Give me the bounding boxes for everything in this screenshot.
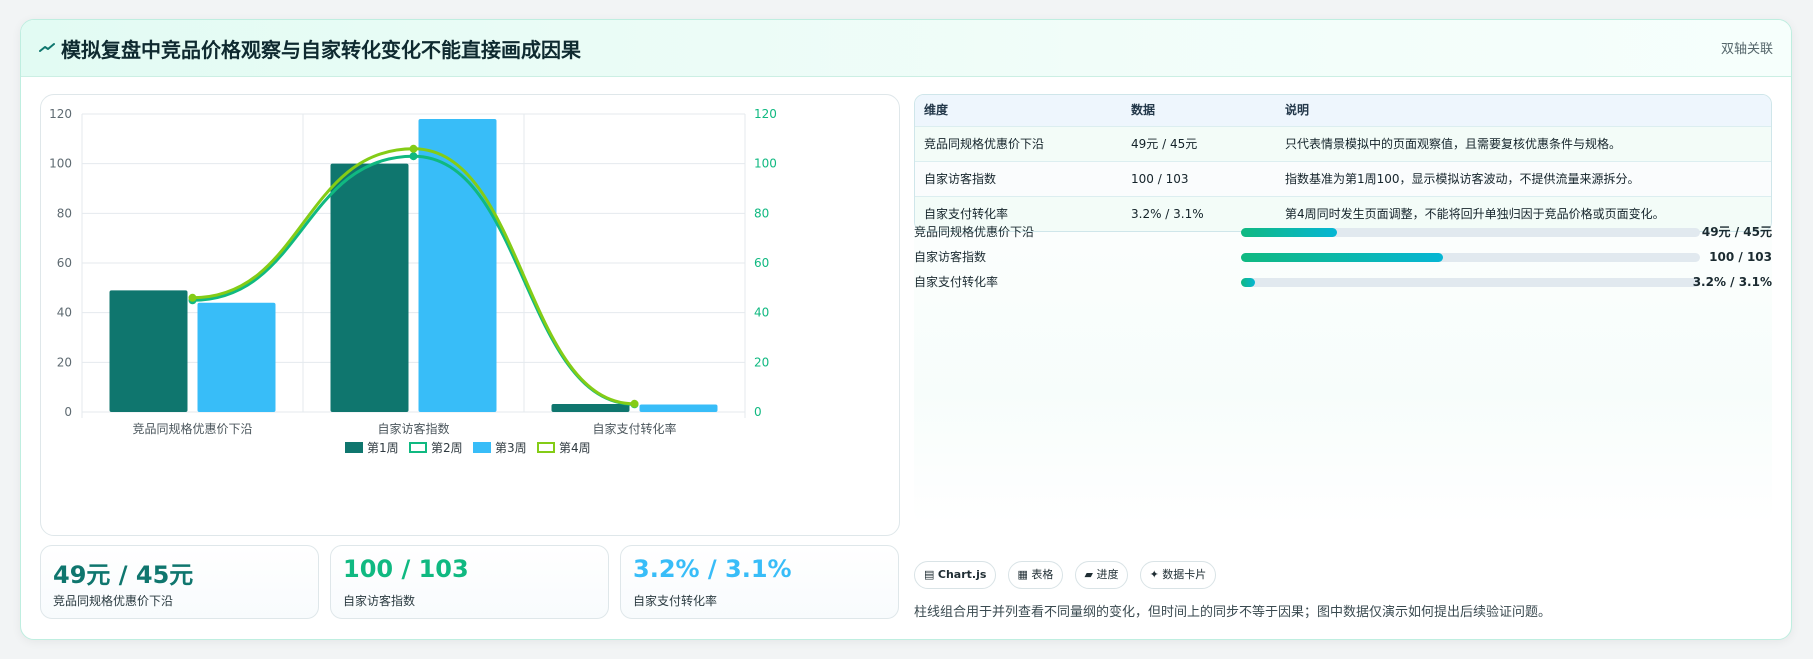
y-tick-label-left: 20 [57,355,72,369]
progress-fill [1241,253,1443,262]
progress-value: 49元 / 45元 [1701,225,1772,239]
table-cell: 第4周同时发生页面调整，不能将回升单独归因于竞品价格或页面变化。 [1285,207,1665,221]
table-cell: 自家访客指数 [924,172,997,186]
y-tick-label-left: 120 [49,107,72,121]
point-第4周 [409,144,418,153]
progress-label: 自家支付转化率 [914,275,999,289]
y-tick-label-right: 60 [754,256,769,270]
table-header-cell: 数据 [1131,103,1156,117]
progress-label: 自家访客指数 [914,250,987,264]
bar-第3周 [418,118,497,412]
table-cell: 自家支付转化率 [924,207,1009,221]
table-row: 自家支付转化率 3.2% / 3.1% 第4周同时发生页面调整，不能将回升单独归… [915,196,1771,231]
tag-label: 表格 [1031,568,1054,581]
progress-track [1241,228,1700,237]
y-tick-label-right: 80 [754,206,769,220]
legend-label: 第3周 [495,441,527,455]
dual-axis-badge: 双轴关联 [1720,42,1773,57]
legend-label: 第2周 [431,441,463,455]
kpi-card: 100 / 103 自家访客指数 [330,545,609,619]
tag-label: 进度 [1096,568,1119,581]
progress-value: 100 / 103 [1709,250,1772,264]
trend-icon [39,43,55,52]
progress-fill [1241,228,1338,237]
x-tick-label: 自家访客指数 [377,421,449,436]
bar-第1周 [109,290,188,412]
table-icon: ▦ [1017,568,1028,581]
bar-第3周 [639,404,718,412]
y-tick-label-left: 40 [57,306,72,320]
table-cell: 49元 / 45元 [1131,137,1198,151]
table-header-cell: 说明 [1285,103,1310,117]
kpi-value: 100 / 103 [343,555,469,583]
page-title: 模拟复盘中竞品价格观察与自家转化变化不能直接画成因果 [61,38,581,62]
kpi-value: 49元 / 45元 [53,561,194,589]
bar-第1周 [330,163,409,412]
y-tick-label-left: 0 [64,405,72,419]
y-tick-label-right: 20 [754,355,769,369]
progress-track [1241,278,1700,287]
progress-row: 竞品同规格优惠价下沿 49元 / 45元 [914,222,1772,242]
table-cell: 指数基准为第1周100，显示模拟访客波动，不提供流量来源拆分。 [1285,172,1640,186]
table-cell: 只代表情景模拟中的页面观察值，且需要复核优惠条件与规格。 [1285,137,1622,151]
table-row: 竞品同规格优惠价下沿 49元 / 45元 只代表情景模拟中的页面观察值，且需要复… [915,126,1771,161]
kpi-label: 自家支付转化率 [633,594,718,608]
footnote: 柱线组合用于并列查看不同量纲的变化，但时间上的同步不等于因果；图中数据仅演示如何… [914,605,1552,620]
y-tick-label-right: 0 [754,405,762,419]
tag-data-card[interactable]: ✦ 数据卡片 [1139,561,1217,589]
tag-label: Chart.js [937,568,987,581]
point-第4周 [188,293,197,302]
kpi-value: 3.2% / 3.1% [633,555,792,583]
table-header-cell: 维度 [924,103,949,117]
kpi-label: 自家访客指数 [343,594,416,608]
kpi-card: 49元 / 45元 竞品同规格优惠价下沿 [40,545,319,619]
legend-swatch [473,442,491,453]
x-tick-label: 竞品同规格优惠价下沿 [132,421,252,436]
dashboard-card: 模拟复盘中竞品价格观察与自家转化变化不能直接画成因果 双轴关联 0 0 20 20 40… [20,19,1792,640]
table-cell: 竞品同规格优惠价下沿 [924,137,1045,151]
data-table: 维度 数据 说明 竞品同规格优惠价下沿 49元 / 45元 只代表情景模拟中的页… [914,94,1772,232]
progress-value: 3.2% / 3.1% [1692,275,1772,289]
kpi-card: 3.2% / 3.1% 自家支付转化率 [620,545,899,619]
tag-progress[interactable]: ▰ 进度 [1074,561,1129,589]
progress-label: 竞品同规格优惠价下沿 [914,225,1035,239]
legend-label: 第1周 [367,441,399,455]
combo-chart: 0 0 20 20 40 40 60 60 80 80 100 100 120 120 竞品同规格优惠价下沿… [49,107,777,455]
y-tick-label-right: 40 [754,306,769,320]
table-header-row: 维度 数据 说明 [915,95,1771,126]
tag-label: 数据卡片 [1162,568,1207,581]
bar-第3周 [197,302,276,412]
combo-chart-panel: 0 0 20 20 40 40 60 60 80 80 100 100 120 120 竞品同规格优惠价下沿… [40,94,900,536]
tag-list: ▤ Chart.js ▦ 表格 ▰ 进度 ✦ 数据卡片 [914,561,1222,589]
point-第2周 [409,152,418,161]
y-tick-label-left: 80 [57,206,72,220]
tag-chartjs[interactable]: ▤ Chart.js [914,561,997,589]
point-第4周 [630,399,639,408]
sparkle-icon: ✦ [1149,568,1159,581]
table-cell: 100 / 103 [1131,172,1189,186]
progress-fill [1241,278,1255,287]
progress-row: 自家访客指数 100 / 103 [914,247,1772,267]
table-cell: 3.2% / 3.1% [1131,207,1204,221]
table-row: 自家访客指数 100 / 103 指数基准为第1周100，显示模拟访客波动，不提… [915,161,1771,196]
card-header: 模拟复盘中竞品价格观察与自家转化变化不能直接画成因果 双轴关联 [21,20,1791,77]
progress-icon: ▰ [1084,568,1093,581]
progress-track [1241,253,1700,262]
legend-swatch [345,442,363,453]
legend-swatch [537,442,555,453]
legend-label: 第4周 [559,441,591,455]
kpi-label: 竞品同规格优惠价下沿 [53,594,174,608]
bar-第1周 [551,404,630,412]
y-tick-label-left: 100 [49,157,72,171]
y-tick-label-left: 60 [57,256,72,270]
x-tick-label: 自家支付转化率 [592,421,676,436]
detail-panel: 维度 数据 说明 竞品同规格优惠价下沿 49元 / 45元 只代表情景模拟中的页… [914,94,1772,524]
y-tick-label-right: 120 [754,107,777,121]
tag-table[interactable]: ▦ 表格 [1007,561,1064,589]
y-tick-label-right: 100 [754,157,777,171]
legend-swatch [409,442,427,453]
progress-row: 自家支付转化率 3.2% / 3.1% [914,272,1772,292]
chart-icon: ▤ [924,568,935,581]
